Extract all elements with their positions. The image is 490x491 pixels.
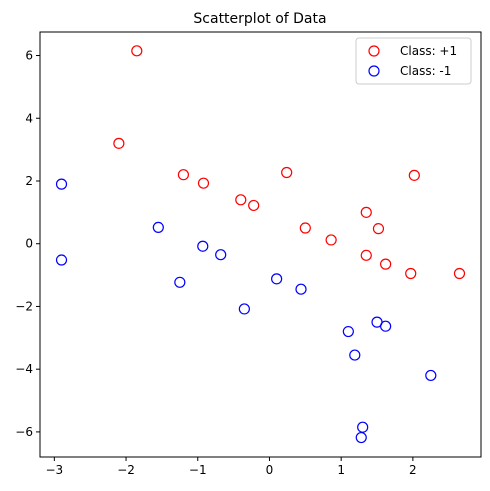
legend-marker: [368, 65, 380, 77]
data-point-series-0: [248, 199, 260, 212]
x-tick-label: 0: [266, 463, 274, 477]
y-tick-label: −2: [15, 299, 33, 313]
legend-label: Class: +1: [400, 44, 457, 58]
data-point-series-0: [281, 166, 293, 179]
data-point-series-0: [360, 206, 372, 218]
data-point-series-0: [453, 267, 466, 280]
x-tick-label: 1: [337, 463, 345, 477]
legend-box: [355, 37, 472, 85]
y-tick-label: 2: [25, 174, 33, 188]
data-point-series-0: [177, 169, 190, 181]
y-tick-label: −6: [15, 425, 33, 439]
data-point-series-1: [425, 369, 437, 382]
data-point-series-0: [380, 258, 392, 270]
data-point-series-1: [55, 254, 68, 266]
y-tick-label: −4: [15, 362, 33, 376]
data-point-series-1: [197, 240, 209, 252]
legend-marker: [368, 45, 380, 57]
data-point-series-1: [215, 249, 227, 261]
x-tick-label: 2: [409, 463, 417, 477]
data-point-series-1: [295, 283, 307, 295]
data-point-series-0: [325, 234, 337, 246]
data-point-series-1: [238, 303, 250, 315]
data-point-series-0: [197, 177, 210, 189]
chart-title: Scatterplot of Data: [193, 11, 326, 27]
data-point-series-0: [235, 194, 247, 206]
data-point-series-1: [380, 320, 392, 332]
data-point-series-1: [355, 431, 367, 444]
data-point-series-0: [405, 267, 417, 280]
data-point-series-1: [55, 178, 68, 190]
x-tick-label: −2: [117, 463, 135, 477]
data-point-series-0: [131, 45, 143, 57]
x-tick-label: −1: [189, 463, 207, 477]
data-point-series-1: [152, 221, 164, 234]
y-tick-label: 6: [25, 49, 33, 63]
data-points: [55, 45, 466, 444]
data-point-series-1: [349, 349, 361, 361]
data-point-series-0: [113, 137, 125, 149]
data-point-series-1: [174, 276, 186, 288]
plot-area: −3 −2 −1 0 1 2 6 4 2 0 −2 −4 −6: [15, 31, 482, 477]
data-point-series-1: [271, 273, 283, 285]
data-point-series-0: [408, 169, 420, 181]
data-point-series-1: [342, 325, 354, 338]
data-point-series-0: [360, 249, 372, 261]
legend: Class: +1 Class: -1: [355, 37, 472, 85]
legend-label: Class: -1: [400, 64, 451, 78]
x-tick-label: −3: [45, 463, 63, 477]
y-tick-label: 4: [25, 111, 33, 125]
data-point-series-0: [372, 223, 385, 235]
data-point-series-0: [299, 222, 311, 234]
plot-frame: [39, 31, 482, 458]
y-tick-label: 0: [25, 237, 33, 251]
